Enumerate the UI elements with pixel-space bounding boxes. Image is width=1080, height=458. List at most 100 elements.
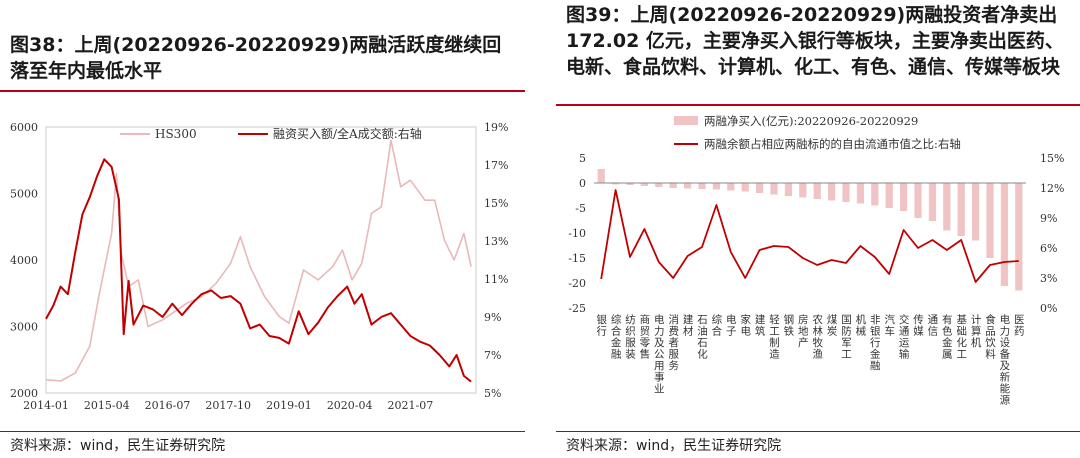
- y-left-tick-label: -15: [568, 252, 586, 265]
- net-buy-bar: [698, 183, 706, 189]
- legend-netbuy-swatch: [674, 116, 698, 125]
- category-label: 综合金融: [610, 313, 622, 360]
- category-label: 商贸零售: [638, 313, 650, 360]
- y-right-tick-label: 12%: [1040, 182, 1064, 195]
- net-buy-bar: [770, 183, 778, 195]
- category-label: 钢铁: [782, 313, 794, 337]
- y-left-tick-label: 3000: [10, 321, 38, 334]
- category-label: 医药: [1013, 314, 1025, 337]
- x-tick-label: 2014-01: [23, 399, 69, 412]
- category-label: 国防军工: [840, 314, 852, 360]
- category-label: 机械: [854, 313, 866, 337]
- x-tick-label: 2019-01: [266, 399, 312, 412]
- y-left-tick-label: -10: [568, 227, 586, 240]
- left-source-note: 资料来源：wind，民生证券研究院: [10, 438, 226, 454]
- y-right-tick-label: 19%: [484, 121, 508, 134]
- y-right-tick-label: 15%: [484, 197, 508, 210]
- y-left-tick-label: 6000: [10, 121, 38, 134]
- x-tick-label: 2021-07: [388, 399, 434, 412]
- net-buy-bar: [684, 183, 692, 189]
- plot-frame: [45, 126, 477, 394]
- y-left-tick-label: 2000: [10, 387, 38, 400]
- category-label: 轻工制造: [768, 313, 780, 360]
- margin-ratio-line: [45, 158, 472, 383]
- net-buy-bar: [986, 183, 994, 258]
- right-title-rule: [556, 104, 1080, 106]
- x-tick-label: 2017-10: [205, 399, 251, 412]
- category-label: 农林牧渔: [811, 313, 823, 360]
- net-buy-bar: [669, 183, 677, 188]
- net-buy-bar: [842, 183, 850, 202]
- category-label: 综合: [710, 313, 722, 337]
- category-label: 电力设备及新能源: [998, 313, 1010, 406]
- left-chart-title: 图38：上周(20220926-20220929)两融活跃度继续回落至年内最低水…: [10, 34, 502, 82]
- net-buy-bar: [597, 169, 605, 183]
- category-label: 传媒: [912, 314, 924, 337]
- x-tick-label: 2015-04: [84, 399, 130, 412]
- category-label: 消费者服务: [667, 313, 679, 371]
- right-source-rule: [556, 431, 1080, 432]
- net-buy-bar: [813, 183, 821, 199]
- category-label: 家电: [739, 313, 751, 337]
- category-label: 纺织服装: [624, 313, 636, 360]
- category-label: 房地产: [797, 313, 809, 348]
- net-buy-bar: [871, 183, 879, 206]
- balance-ratio-line: [600, 189, 1019, 283]
- hs300-line: [45, 139, 472, 382]
- net-buy-bar: [943, 183, 951, 231]
- category-label: 建筑: [754, 313, 766, 337]
- category-label: 食品饮料: [984, 313, 996, 360]
- net-buy-bar: [900, 183, 908, 211]
- category-label: 交通运输: [898, 313, 910, 360]
- net-buy-bar: [856, 183, 864, 204]
- y-right-tick-label: 9%: [1040, 212, 1057, 225]
- y-right-tick-label: 15%: [1040, 152, 1064, 165]
- category-label: 有色金属: [941, 313, 953, 360]
- y-right-tick-label: 5%: [484, 387, 501, 400]
- y-left-tick-label: 0: [579, 177, 586, 190]
- net-buy-bar: [799, 183, 807, 198]
- net-buy-bar: [928, 183, 936, 221]
- category-label: 非银行金融: [869, 314, 881, 372]
- net-buy-bar: [1015, 183, 1023, 291]
- x-tick-label: 2020-04: [327, 399, 373, 412]
- y-right-tick-label: 17%: [484, 159, 508, 172]
- y-right-tick-label: 11%: [484, 273, 508, 286]
- left-title-rule: [0, 90, 525, 92]
- category-label: 电子: [725, 313, 737, 337]
- net-buy-bar: [957, 183, 965, 236]
- left-chart-svg: 6000 5000 4000 3000 2000 19% 17% 15% 13% 11% 9% 7% 5…: [10, 121, 508, 412]
- y-right-tick-label: 9%: [484, 311, 501, 324]
- net-buy-bar: [885, 183, 893, 208]
- net-buy-bar: [655, 183, 663, 187]
- legend-balance-label: 两融余额占相应两融标的的自由流通市值之比:右轴: [704, 137, 961, 151]
- y-left-tick-label: -5: [575, 202, 586, 215]
- net-buy-bar: [626, 183, 634, 185]
- category-label: 基础化工: [955, 313, 967, 360]
- y-left-tick-label: -25: [568, 302, 586, 315]
- y-left-tick-label: 5: [579, 152, 586, 165]
- category-label: 银行: [595, 313, 607, 337]
- category-label: 通信: [926, 314, 938, 337]
- y-right-tick-label: 6%: [1040, 242, 1057, 255]
- y-right-tick-label: 3%: [1040, 272, 1057, 285]
- right-source-note: 资料来源：wind，民生证券研究院: [566, 438, 782, 454]
- category-label: 石油石化: [696, 314, 708, 360]
- legend-netbuy-label: 两融净买入(亿元):20220926-20220929: [704, 114, 918, 128]
- y-right-tick-label: 13%: [484, 235, 508, 248]
- y-left-tick-label: -20: [568, 277, 586, 290]
- net-buy-bar: [784, 183, 792, 196]
- y-right-tick-label: 0%: [1040, 302, 1057, 315]
- right-chart-panel: 图39：上周(20220926-20220929)两融投资者净卖出 172.02…: [556, 0, 1080, 458]
- net-buy-bar: [712, 183, 720, 190]
- net-buy-bar: [1000, 183, 1008, 286]
- net-buy-bar: [828, 183, 836, 201]
- net-buy-bar: [640, 183, 648, 186]
- net-buy-bar: [914, 183, 922, 218]
- net-buy-bar: [741, 183, 749, 192]
- right-chart-svg: 两融净买入(亿元):20220926-20220929 两融余额占相应两融标的的自…: [568, 114, 1064, 406]
- legend-ratio-label: 融资买入额/全A成交额:右轴: [273, 126, 422, 141]
- net-buy-bar: [612, 183, 620, 185]
- y-right-tick-label: 7%: [484, 349, 501, 362]
- net-buy-bar: [756, 183, 764, 193]
